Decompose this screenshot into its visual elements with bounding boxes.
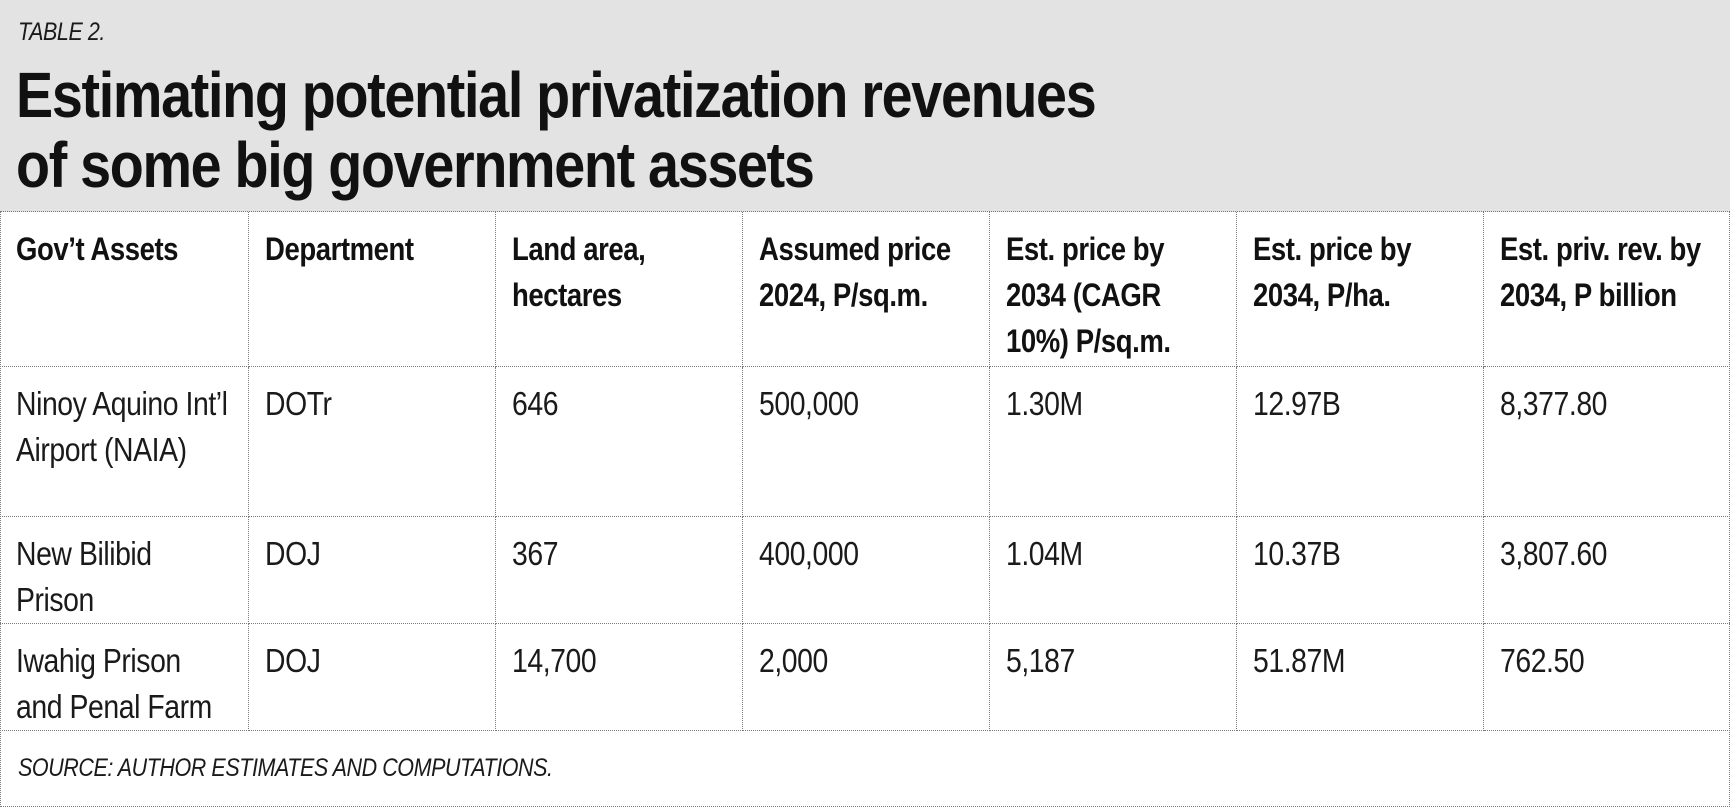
column-header-label: Assumed price 2024, P/sq.m. bbox=[758, 231, 951, 313]
cell-text: 367 bbox=[511, 534, 558, 572]
column-header-label: Est. price by 2034 (CAGR 10%) P/sq.m. bbox=[1005, 231, 1171, 359]
table-cell: 51.87M bbox=[1236, 623, 1484, 731]
cell-text: 3,807.60 bbox=[1499, 534, 1607, 572]
column-header-assumed-price: Assumed price 2024, P/sq.m. bbox=[742, 212, 990, 367]
cell-text: Iwahig Prison and Penal Farm bbox=[16, 641, 212, 725]
cell-text: 762.50 bbox=[1499, 641, 1585, 679]
table-cell: 5,187 bbox=[989, 623, 1237, 731]
cell-text: 5,187 bbox=[1005, 641, 1075, 679]
table-cell: 1.04M bbox=[989, 516, 1237, 624]
table-row: Ninoy Aquino Int’l Airport (NAIA) DOTr 6… bbox=[0, 366, 1730, 517]
table-cell: DOJ bbox=[248, 516, 496, 624]
table-title-line-1: Estimating potential privatization reven… bbox=[16, 59, 1097, 131]
column-header-label: Est. price by 2034, P/ha. bbox=[1252, 231, 1411, 313]
cell-text: 1.30M bbox=[1005, 384, 1083, 422]
cell-text: 2,000 bbox=[758, 641, 828, 679]
cell-text: 14,700 bbox=[511, 641, 597, 679]
table-title-line-2: of some big government assets bbox=[16, 129, 815, 201]
source-note: SOURCE: AUTHOR ESTIMATES AND COMPUTATION… bbox=[0, 738, 1730, 807]
cell-text: 500,000 bbox=[758, 384, 859, 422]
cell-text: Ninoy Aquino Int’l Airport (NAIA) bbox=[16, 384, 228, 468]
cell-text: 8,377.80 bbox=[1499, 384, 1607, 422]
cell-text: 51.87M bbox=[1252, 641, 1346, 679]
cell-text: DOJ bbox=[264, 534, 321, 572]
header-row: Gov’t Assets Department Land area, hecta… bbox=[0, 212, 1730, 367]
column-header-est-revenue: Est. priv. rev. by 2034, P billion bbox=[1483, 212, 1730, 367]
table-cell: 646 bbox=[495, 366, 743, 517]
cell-text: DOJ bbox=[264, 641, 321, 679]
table-cell: New Bilibid Prison bbox=[0, 516, 249, 624]
cell-text: DOTr bbox=[264, 384, 332, 422]
column-header-label: Land area, hectares bbox=[511, 231, 646, 313]
column-header-est-price-ha: Est. price by 2034, P/ha. bbox=[1236, 212, 1484, 367]
table-header-panel: TABLE 2. Estimating potential privatizat… bbox=[0, 0, 1730, 212]
table-cell: 1.30M bbox=[989, 366, 1237, 517]
table-cell: Iwahig Prison and Penal Farm bbox=[0, 623, 249, 731]
table-cell: 10.37B bbox=[1236, 516, 1484, 624]
cell-text: New Bilibid Prison bbox=[16, 534, 152, 618]
column-header-label: Gov’t Assets bbox=[16, 231, 179, 267]
table-cell: 762.50 bbox=[1483, 623, 1730, 731]
table-cell: DOTr bbox=[248, 366, 496, 517]
table-cell: 367 bbox=[495, 516, 743, 624]
table-cell: Ninoy Aquino Int’l Airport (NAIA) bbox=[0, 366, 249, 517]
column-header-assets: Gov’t Assets bbox=[0, 212, 249, 367]
table-cell: 8,377.80 bbox=[1483, 366, 1730, 517]
table-cell: 400,000 bbox=[742, 516, 990, 624]
table-title: Estimating potential privatization reven… bbox=[16, 59, 1097, 201]
column-header-label: Est. priv. rev. by 2034, P billion bbox=[1499, 231, 1701, 313]
table-cell: 12.97B bbox=[1236, 366, 1484, 517]
column-header-land-area: Land area, hectares bbox=[495, 212, 743, 367]
column-header-est-price-sqm: Est. price by 2034 (CAGR 10%) P/sq.m. bbox=[989, 212, 1237, 367]
cell-text: 10.37B bbox=[1252, 534, 1341, 572]
cell-text: 400,000 bbox=[758, 534, 859, 572]
data-table: Gov’t Assets Department Land area, hecta… bbox=[0, 212, 1730, 731]
table-cell: 500,000 bbox=[742, 366, 990, 517]
table-row: New Bilibid Prison DOJ 367 400,000 1.04M… bbox=[0, 516, 1730, 624]
column-header-label: Department bbox=[264, 231, 414, 267]
cell-text: 1.04M bbox=[1005, 534, 1083, 572]
cell-text: 12.97B bbox=[1252, 384, 1341, 422]
table-cell: 14,700 bbox=[495, 623, 743, 731]
cell-text: 646 bbox=[511, 384, 558, 422]
table-label: TABLE 2. bbox=[18, 18, 105, 46]
table-row: Iwahig Prison and Penal Farm DOJ 14,700 … bbox=[0, 623, 1730, 731]
table-cell: 3,807.60 bbox=[1483, 516, 1730, 624]
source-text: SOURCE: AUTHOR ESTIMATES AND COMPUTATION… bbox=[18, 754, 553, 782]
table-cell: DOJ bbox=[248, 623, 496, 731]
table-cell: 2,000 bbox=[742, 623, 990, 731]
column-header-department: Department bbox=[248, 212, 496, 367]
